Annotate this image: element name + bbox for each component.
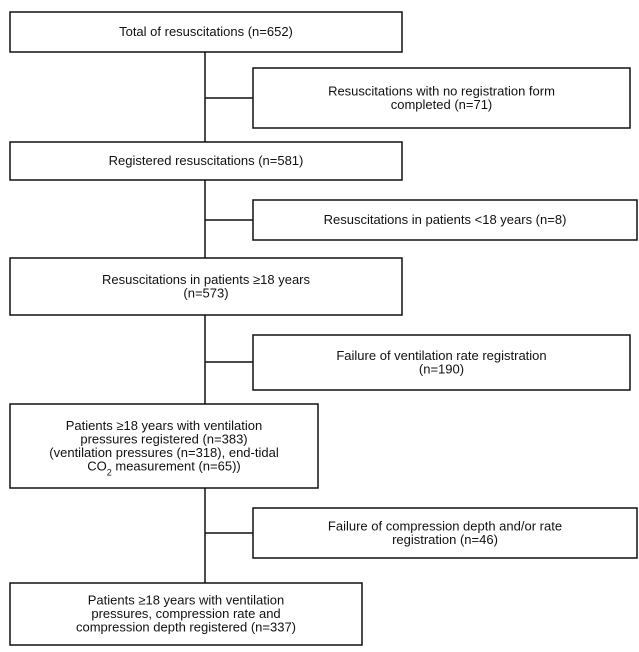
main-box: [9, 141, 403, 181]
box-text: Resuscitations with no registration form: [328, 83, 555, 98]
subscript: 2: [107, 467, 112, 477]
main-box: [9, 257, 403, 316]
box-text: Failure of ventilation rate registration: [336, 348, 546, 363]
box-text: Registered resuscitations (n=581): [109, 153, 304, 168]
box-text: Resuscitations in patients ≥18 years: [102, 272, 311, 287]
box-text: Patients ≥18 years with ventilation: [88, 593, 284, 608]
side-box: [252, 199, 638, 241]
box-text: (n=190): [419, 361, 464, 376]
text-part: CO: [87, 458, 107, 473]
box-text: completed (n=71): [391, 97, 493, 112]
text-part: measurement (n=65)): [112, 458, 241, 473]
box-text: (ventilation pressures (n=318), end-tida…: [49, 445, 279, 460]
box-text: compression depth registered (n=337): [76, 620, 296, 635]
box-text: Total of resuscitations (n=652): [119, 24, 293, 39]
box-text: pressures, compression rate and: [91, 606, 280, 621]
main-box: [9, 403, 319, 489]
side-box: [252, 507, 638, 559]
box-text: CO2 measurement (n=65)): [87, 458, 241, 477]
box-text: (n=573): [183, 285, 228, 300]
side-box: [252, 67, 631, 129]
box-text: Failure of compression depth and/or rate: [328, 518, 562, 533]
box-text: Resuscitations in patients <18 years (n=…: [324, 212, 567, 227]
box-text: registration (n=46): [392, 532, 498, 547]
main-box: [9, 11, 403, 53]
main-box: [9, 582, 363, 646]
side-box: [252, 334, 631, 391]
box-text: Patients ≥18 years with ventilation: [66, 418, 262, 433]
box-text: pressures registered (n=383): [80, 431, 247, 446]
